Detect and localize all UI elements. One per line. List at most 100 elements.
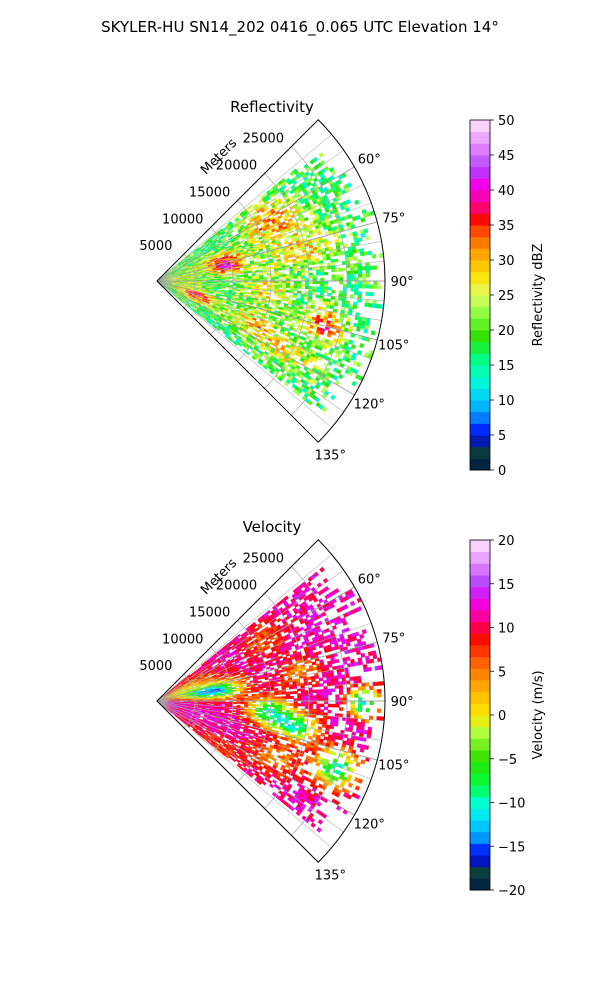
radar-cell — [337, 674, 343, 679]
radar-cell — [278, 274, 283, 277]
radar-cell — [369, 685, 374, 691]
colorbar-swatch — [470, 201, 490, 214]
radar-cell — [258, 248, 264, 252]
radar-cell — [229, 229, 234, 234]
radar-cell — [297, 695, 302, 699]
radar-cell — [289, 696, 294, 699]
radar-cell — [300, 273, 306, 277]
radar-cell — [322, 301, 327, 306]
radar-cell — [363, 228, 369, 234]
radar-cell — [373, 284, 378, 289]
radar-cell — [266, 696, 272, 700]
radar-cell — [300, 270, 306, 274]
radar-cell — [289, 271, 294, 275]
colorbar-tick-label: 0 — [498, 464, 506, 479]
radar-cell — [335, 697, 340, 702]
colorbar-swatch — [470, 423, 490, 436]
radar-cell — [219, 294, 225, 297]
radar-cell — [202, 283, 207, 285]
radar-cell — [372, 299, 377, 305]
radar-cell — [285, 696, 291, 699]
radar-cell — [289, 285, 294, 289]
radar-cell — [354, 270, 359, 275]
radar-cell — [365, 284, 370, 289]
radar-cell — [285, 691, 291, 695]
radar-cell — [228, 695, 234, 698]
radar-cell — [350, 270, 355, 275]
radar-cell — [339, 697, 344, 702]
radar-cell — [338, 267, 344, 272]
radar-cell — [271, 303, 277, 307]
radar-cell — [331, 274, 336, 279]
colorbar-swatch — [470, 166, 490, 179]
colorbar-swatch — [470, 131, 490, 144]
radar-cell — [233, 676, 238, 680]
radar-cell — [364, 298, 370, 304]
radar-cell — [361, 277, 367, 282]
radar-cell — [232, 275, 237, 278]
radar-cell — [267, 640, 273, 645]
radar-cell — [359, 251, 365, 257]
radar-cell — [274, 276, 279, 280]
radar-cell — [357, 237, 363, 243]
radar-cell — [297, 693, 302, 697]
radar-cell — [342, 290, 347, 295]
colorbar-tick-label: 15 — [498, 359, 515, 374]
reflectivity-panel: Reflectivity 60°75°90°105°120°135°500010… — [139, 98, 546, 479]
radar-cell — [361, 284, 367, 289]
radar-cell — [263, 282, 268, 286]
radar-cell — [259, 284, 264, 287]
radar-cell — [369, 291, 374, 297]
radar-cell — [278, 285, 283, 288]
radar-cell — [333, 302, 339, 307]
radar-cell — [316, 286, 321, 290]
radar-cell — [327, 691, 332, 696]
radar-cell — [236, 633, 242, 639]
radar-cell — [333, 252, 338, 257]
radar-cell — [293, 273, 298, 277]
radar-cell — [339, 280, 344, 285]
radar-cell — [349, 256, 354, 261]
radar-cell — [318, 297, 324, 302]
radar-cell — [247, 687, 252, 691]
radar-cell — [183, 699, 188, 701]
radar-cell — [370, 330, 376, 336]
radar-cell — [293, 283, 298, 287]
radar-cell — [312, 286, 317, 290]
colorbar-label: Reflectivity dBZ — [531, 244, 546, 347]
radar-cell — [282, 274, 287, 277]
radar-cell — [327, 688, 332, 693]
radar-cell — [365, 269, 370, 274]
radar-cell — [372, 265, 378, 270]
radar-cell — [351, 249, 357, 254]
radar-cell — [319, 289, 325, 293]
radar-cell — [297, 273, 302, 277]
radar-cell — [321, 674, 327, 678]
colorbar-swatch — [470, 236, 490, 249]
radar-cell — [352, 256, 358, 261]
radar-cell — [329, 305, 335, 310]
radar-cell — [250, 267, 256, 270]
radar-cell — [357, 686, 363, 691]
radar-cell — [331, 688, 336, 693]
colorbar-tick-label: 40 — [498, 184, 515, 199]
figure-suptitle: SKYLER-HU SN14_202 0416_0.065 UTC Elevat… — [101, 18, 499, 37]
radar-cell — [259, 695, 264, 698]
radar-cell — [342, 694, 348, 698]
radar-cell — [354, 280, 359, 285]
radar-cell — [304, 283, 310, 287]
radar-cell — [364, 302, 369, 308]
colorbar-swatch — [470, 446, 490, 459]
radar-cell — [284, 259, 289, 264]
colorbar-swatch — [470, 190, 490, 203]
radar-cell — [319, 689, 325, 693]
radar-cell — [248, 204, 254, 209]
colorbar-swatch — [470, 353, 490, 366]
radar-cell — [292, 295, 298, 299]
radar-field-cells — [159, 152, 384, 413]
radar-cell — [262, 291, 267, 295]
radar-cell — [346, 182, 352, 188]
radar-cell — [335, 277, 340, 282]
radar-cell — [288, 294, 294, 298]
radar-cell — [350, 344, 357, 350]
